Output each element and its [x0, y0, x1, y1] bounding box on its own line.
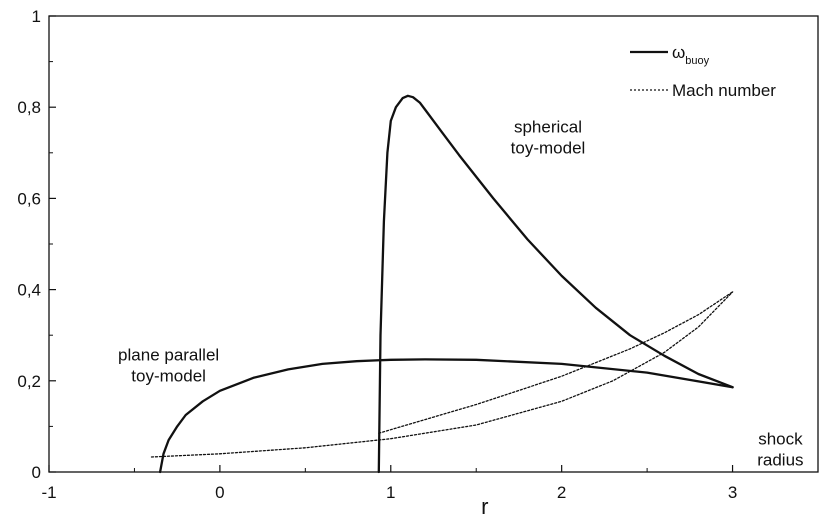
- annotation-line: toy-model: [131, 366, 206, 385]
- annotation-line: toy-model: [511, 138, 586, 157]
- x-axis-label: r: [481, 494, 488, 519]
- annotation-line: spherical: [514, 117, 582, 136]
- x-tick-label-0: -1: [41, 483, 56, 502]
- annotation-plane-parallel: plane parallel toy-model: [118, 345, 219, 385]
- y-tick-label-3: 0,6: [17, 189, 41, 208]
- annotation-spherical: spherical toy-model: [511, 117, 586, 157]
- series-omega-plane: [158, 358, 734, 474]
- legend: ωbuoy Mach number: [630, 43, 776, 100]
- annotation-line: shock: [758, 430, 803, 449]
- axis-ticks: -1 0 1 2 300,20,40,60,81: [17, 7, 737, 502]
- legend-label-omega: ωbuoy: [672, 43, 710, 67]
- y-tick-label-5: 1: [32, 7, 41, 26]
- series-omega-spherical: [377, 94, 734, 474]
- x-tick-label-3: 2: [557, 483, 566, 502]
- legend-label-mach: Mach number: [672, 81, 776, 100]
- y-tick-label-2: 0,4: [17, 281, 41, 300]
- series-mach-plane: [150, 291, 734, 458]
- x-tick-label-1: 0: [215, 483, 224, 502]
- annotation-shock-radius: shock radius: [757, 430, 803, 470]
- y-tick-label-0: 0: [32, 463, 41, 482]
- x-tick-label-2: 1: [386, 483, 395, 502]
- annotations: spherical toy-model plane parallel toy-mode…: [118, 117, 804, 469]
- series-group: [150, 94, 734, 474]
- annotation-line: radius: [757, 451, 803, 470]
- annotation-line: plane parallel: [118, 345, 219, 364]
- legend-label-main: ω: [672, 43, 685, 62]
- legend-label-sub: buoy: [685, 55, 709, 67]
- series-mach-spherical: [378, 291, 734, 434]
- x-tick-label-4: 3: [728, 483, 737, 502]
- y-tick-label-4: 0,8: [17, 98, 41, 117]
- y-tick-label-1: 0,2: [17, 372, 41, 391]
